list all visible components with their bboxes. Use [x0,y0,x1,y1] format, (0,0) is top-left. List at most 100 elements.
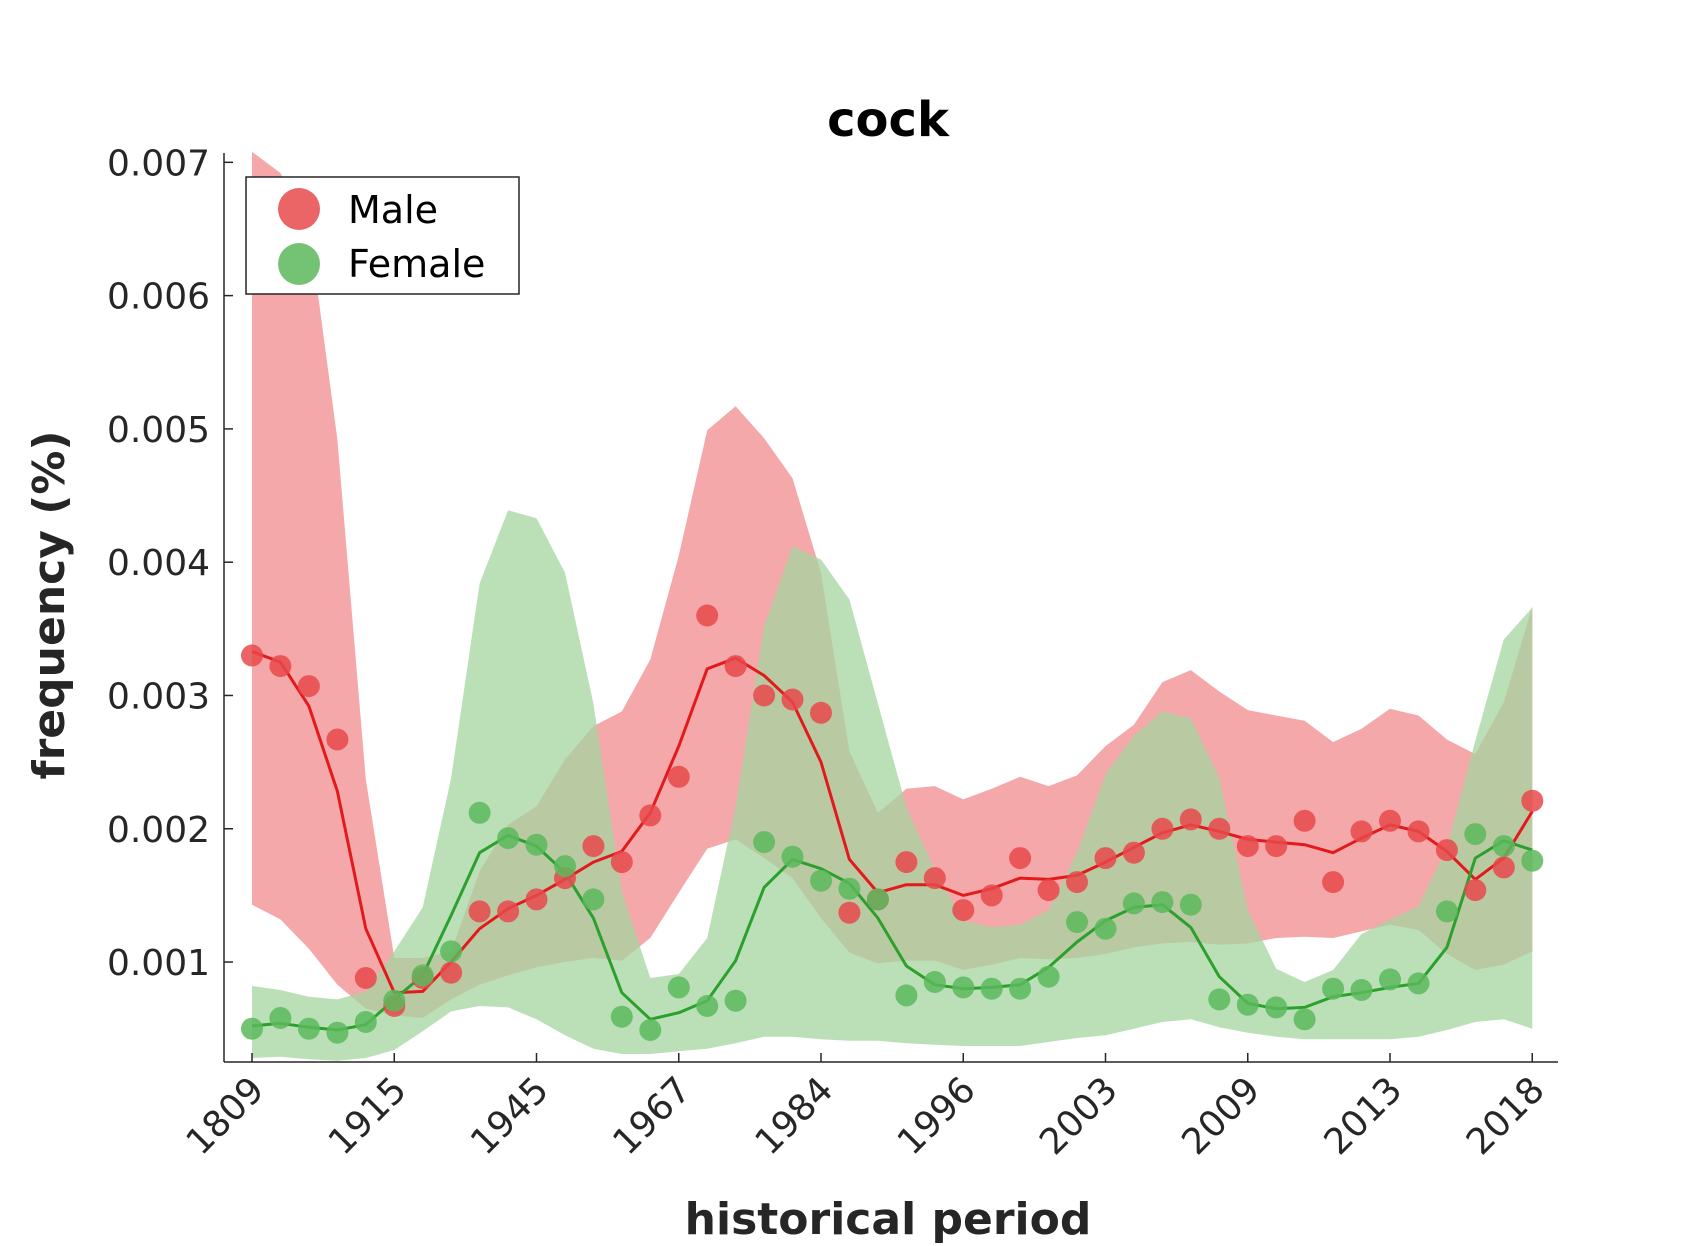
point-female [354,1011,377,1033]
point-female [838,877,861,900]
bands-layer [252,151,1533,1061]
point-female [1322,977,1345,1000]
point-female [724,989,747,1012]
point-female [895,984,918,1007]
point-female [810,869,832,892]
point-male [1151,817,1174,840]
point-female [781,845,804,868]
point-male [1492,856,1515,879]
point-male [1094,847,1117,870]
point-male [1208,817,1231,840]
point-female [1236,993,1259,1016]
point-female [667,976,690,999]
point-female [1379,968,1401,991]
point-female [1521,849,1544,872]
point-female [952,976,975,999]
legend-marker-male [278,188,320,230]
point-male [724,655,747,678]
y-axis-title: frequency (%) [24,430,75,779]
point-female [1151,891,1174,914]
point-male [326,728,349,751]
line-male [251,650,1534,995]
y-tick-label: 0.001 [107,943,210,984]
y-tick-label: 0.004 [107,543,210,584]
point-male [1435,839,1458,862]
point-male [610,851,633,874]
y-tick-label: 0.002 [107,810,210,851]
point-male [1322,871,1345,894]
point-female [1407,972,1430,995]
y-tick-label: 0.007 [107,143,210,184]
y-tick-label: 0.005 [107,410,210,451]
point-male [582,835,605,858]
point-female [753,831,776,854]
point-male [468,900,491,923]
point-female [326,1021,349,1044]
lines-layer [251,650,1534,1032]
point-female [554,855,576,878]
point-male [895,851,918,874]
point-male [1066,871,1088,894]
chart-title: cock [827,92,950,148]
point-female [639,1019,662,1041]
point-male [1265,835,1288,858]
point-male [753,684,776,707]
point-male [1009,847,1032,870]
point-male [980,884,1003,907]
point-male [1464,879,1487,902]
point-female [866,888,889,911]
x-axis-title: historical period [685,1194,1092,1245]
point-female [1350,979,1373,1001]
point-male [639,804,662,827]
point-female [1435,900,1458,923]
point-male [297,675,320,698]
point-female [411,964,434,987]
point-female [1208,988,1231,1011]
point-female [1122,892,1145,915]
point-male [952,899,975,922]
point-male [810,701,832,724]
points-layer [241,604,1544,1044]
point-male [525,888,548,911]
point-female [1464,823,1487,846]
point-female [1179,893,1202,916]
band-female [252,510,1533,1061]
y-tick-label: 0.006 [107,277,210,318]
point-female [610,1005,633,1028]
point-male [696,604,719,627]
point-male [440,961,463,984]
point-female [440,940,463,963]
legend-label-male: Male [348,188,438,232]
point-female [1094,917,1117,940]
point-male [1350,820,1373,843]
point-female [1293,1008,1316,1031]
point-female [1009,977,1032,1000]
point-female [923,971,946,993]
point-male [1122,841,1145,864]
point-female [468,801,491,824]
point-male [667,765,690,788]
point-female [497,827,520,850]
point-female [525,833,548,856]
point-male [1293,809,1316,832]
legend-label-female: Female [348,242,485,286]
point-male [1521,789,1544,812]
point-male [269,655,292,678]
point-female [383,989,406,1012]
point-male [838,901,861,924]
point-male [1379,809,1401,832]
point-male [1037,879,1060,902]
point-male [923,867,946,890]
point-male [497,900,520,923]
point-female [1066,911,1088,934]
point-female [269,1007,292,1029]
point-male [1407,820,1430,843]
legend-marker-female [278,243,320,285]
point-male [1179,808,1202,831]
legend: Male Female [245,176,520,295]
point-male [781,688,804,711]
point-male [1236,835,1259,858]
point-female [980,977,1003,1000]
point-female [241,1017,263,1040]
